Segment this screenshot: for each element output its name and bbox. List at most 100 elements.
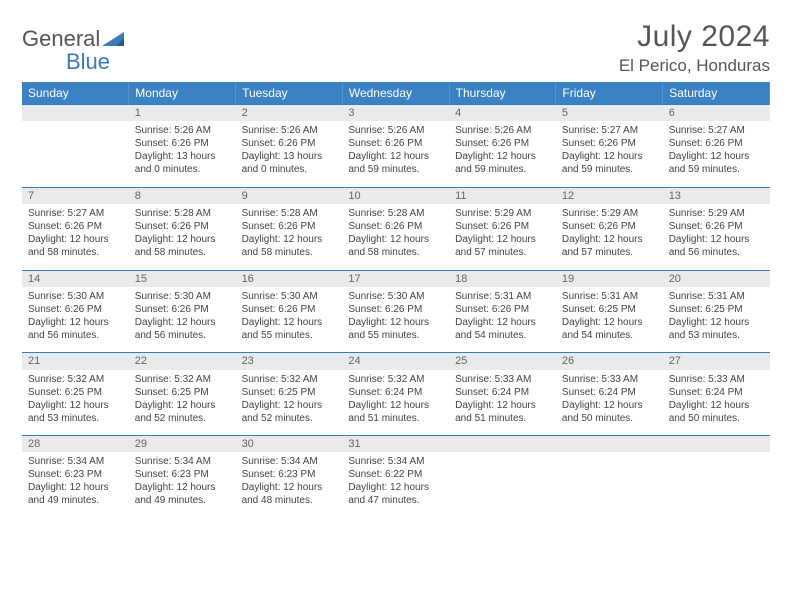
day-cell: Sunrise: 5:27 AMSunset: 6:26 PMDaylight:… [22, 204, 129, 270]
logo-part2: Blue [66, 49, 110, 75]
day-cell: Sunrise: 5:30 AMSunset: 6:26 PMDaylight:… [129, 287, 236, 353]
daylight-line: Daylight: 12 hours and 48 minutes. [242, 481, 337, 507]
day-number: 28 [22, 436, 129, 453]
sunset-line: Sunset: 6:26 PM [455, 137, 550, 150]
weekday-header: Monday [129, 82, 236, 105]
daylight-line: Daylight: 12 hours and 59 minutes. [669, 150, 764, 176]
day-number: 9 [236, 187, 343, 204]
day-cell: Sunrise: 5:30 AMSunset: 6:26 PMDaylight:… [22, 287, 129, 353]
day-number [449, 436, 556, 453]
weekday-header: Thursday [449, 82, 556, 105]
daylight-line: Daylight: 12 hours and 50 minutes. [669, 399, 764, 425]
weekday-header: Wednesday [342, 82, 449, 105]
sunrise-line: Sunrise: 5:33 AM [669, 373, 764, 386]
sunset-line: Sunset: 6:23 PM [28, 468, 123, 481]
day-number: 2 [236, 105, 343, 122]
day-cell: Sunrise: 5:29 AMSunset: 6:26 PMDaylight:… [449, 204, 556, 270]
day-number: 12 [556, 187, 663, 204]
daylight-line: Daylight: 12 hours and 58 minutes. [135, 233, 230, 259]
daylight-line: Daylight: 12 hours and 56 minutes. [135, 316, 230, 342]
daylight-line: Daylight: 12 hours and 58 minutes. [348, 233, 443, 259]
day-number [556, 436, 663, 453]
daylight-line: Daylight: 12 hours and 52 minutes. [135, 399, 230, 425]
sunset-line: Sunset: 6:25 PM [562, 303, 657, 316]
sunrise-line: Sunrise: 5:26 AM [455, 124, 550, 137]
daylight-line: Daylight: 12 hours and 59 minutes. [348, 150, 443, 176]
sunset-line: Sunset: 6:26 PM [242, 303, 337, 316]
sunset-line: Sunset: 6:25 PM [669, 303, 764, 316]
day-cell: Sunrise: 5:34 AMSunset: 6:23 PMDaylight:… [22, 452, 129, 518]
daylight-line: Daylight: 12 hours and 57 minutes. [562, 233, 657, 259]
day-number: 16 [236, 270, 343, 287]
day-number: 25 [449, 353, 556, 370]
day-number: 14 [22, 270, 129, 287]
sunrise-line: Sunrise: 5:30 AM [242, 290, 337, 303]
calendar-body: 123456Sunrise: 5:26 AMSunset: 6:26 PMDay… [22, 105, 770, 519]
daylight-line: Daylight: 12 hours and 50 minutes. [562, 399, 657, 425]
sunrise-line: Sunrise: 5:33 AM [562, 373, 657, 386]
location: El Perico, Honduras [619, 56, 770, 76]
day-cell: Sunrise: 5:34 AMSunset: 6:23 PMDaylight:… [236, 452, 343, 518]
sunrise-line: Sunrise: 5:34 AM [242, 455, 337, 468]
logo-part1: General [22, 26, 100, 51]
day-cell: Sunrise: 5:27 AMSunset: 6:26 PMDaylight:… [556, 121, 663, 187]
day-number: 7 [22, 187, 129, 204]
sunset-line: Sunset: 6:23 PM [135, 468, 230, 481]
sunset-line: Sunset: 6:24 PM [669, 386, 764, 399]
logo: General Blue [22, 26, 128, 75]
day-cell: Sunrise: 5:31 AMSunset: 6:26 PMDaylight:… [449, 287, 556, 353]
day-number: 27 [663, 353, 770, 370]
sunrise-line: Sunrise: 5:28 AM [135, 207, 230, 220]
daylight-line: Daylight: 12 hours and 53 minutes. [669, 316, 764, 342]
daylight-line: Daylight: 12 hours and 55 minutes. [242, 316, 337, 342]
sunrise-line: Sunrise: 5:29 AM [562, 207, 657, 220]
sunrise-line: Sunrise: 5:27 AM [28, 207, 123, 220]
sunset-line: Sunset: 6:26 PM [135, 220, 230, 233]
sunrise-line: Sunrise: 5:34 AM [348, 455, 443, 468]
day-number: 19 [556, 270, 663, 287]
day-cell [556, 452, 663, 518]
daylight-line: Daylight: 12 hours and 52 minutes. [242, 399, 337, 425]
daylight-line: Daylight: 12 hours and 47 minutes. [348, 481, 443, 507]
day-cell: Sunrise: 5:32 AMSunset: 6:25 PMDaylight:… [129, 370, 236, 436]
sunset-line: Sunset: 6:26 PM [28, 220, 123, 233]
sunrise-line: Sunrise: 5:31 AM [455, 290, 550, 303]
sunset-line: Sunset: 6:26 PM [348, 303, 443, 316]
sunrise-line: Sunrise: 5:26 AM [242, 124, 337, 137]
day-cell: Sunrise: 5:30 AMSunset: 6:26 PMDaylight:… [236, 287, 343, 353]
day-number: 1 [129, 105, 236, 122]
calendar-table: SundayMondayTuesdayWednesdayThursdayFrid… [22, 82, 770, 518]
sunset-line: Sunset: 6:26 PM [28, 303, 123, 316]
sunset-line: Sunset: 6:25 PM [242, 386, 337, 399]
weekday-header: Saturday [663, 82, 770, 105]
daylight-line: Daylight: 13 hours and 0 minutes. [135, 150, 230, 176]
sunrise-line: Sunrise: 5:28 AM [348, 207, 443, 220]
day-cell: Sunrise: 5:31 AMSunset: 6:25 PMDaylight:… [663, 287, 770, 353]
daylight-line: Daylight: 12 hours and 56 minutes. [669, 233, 764, 259]
day-number [22, 105, 129, 122]
title-block: July 2024 El Perico, Honduras [619, 20, 770, 76]
sunrise-line: Sunrise: 5:26 AM [135, 124, 230, 137]
sunset-line: Sunset: 6:26 PM [242, 137, 337, 150]
sunrise-line: Sunrise: 5:33 AM [455, 373, 550, 386]
sunset-line: Sunset: 6:24 PM [562, 386, 657, 399]
day-cell: Sunrise: 5:31 AMSunset: 6:25 PMDaylight:… [556, 287, 663, 353]
sunset-line: Sunset: 6:26 PM [455, 303, 550, 316]
day-number: 23 [236, 353, 343, 370]
day-number: 17 [342, 270, 449, 287]
sunset-line: Sunset: 6:26 PM [135, 137, 230, 150]
day-number: 26 [556, 353, 663, 370]
sunset-line: Sunset: 6:26 PM [242, 220, 337, 233]
sunset-line: Sunset: 6:25 PM [28, 386, 123, 399]
sunrise-line: Sunrise: 5:26 AM [348, 124, 443, 137]
daylight-line: Daylight: 13 hours and 0 minutes. [242, 150, 337, 176]
daylight-line: Daylight: 12 hours and 51 minutes. [348, 399, 443, 425]
day-cell: Sunrise: 5:26 AMSunset: 6:26 PMDaylight:… [129, 121, 236, 187]
sunrise-line: Sunrise: 5:32 AM [348, 373, 443, 386]
day-cell: Sunrise: 5:34 AMSunset: 6:22 PMDaylight:… [342, 452, 449, 518]
daylight-line: Daylight: 12 hours and 58 minutes. [28, 233, 123, 259]
daylight-line: Daylight: 12 hours and 59 minutes. [562, 150, 657, 176]
day-cell: Sunrise: 5:33 AMSunset: 6:24 PMDaylight:… [556, 370, 663, 436]
day-number: 21 [22, 353, 129, 370]
sunrise-line: Sunrise: 5:32 AM [242, 373, 337, 386]
